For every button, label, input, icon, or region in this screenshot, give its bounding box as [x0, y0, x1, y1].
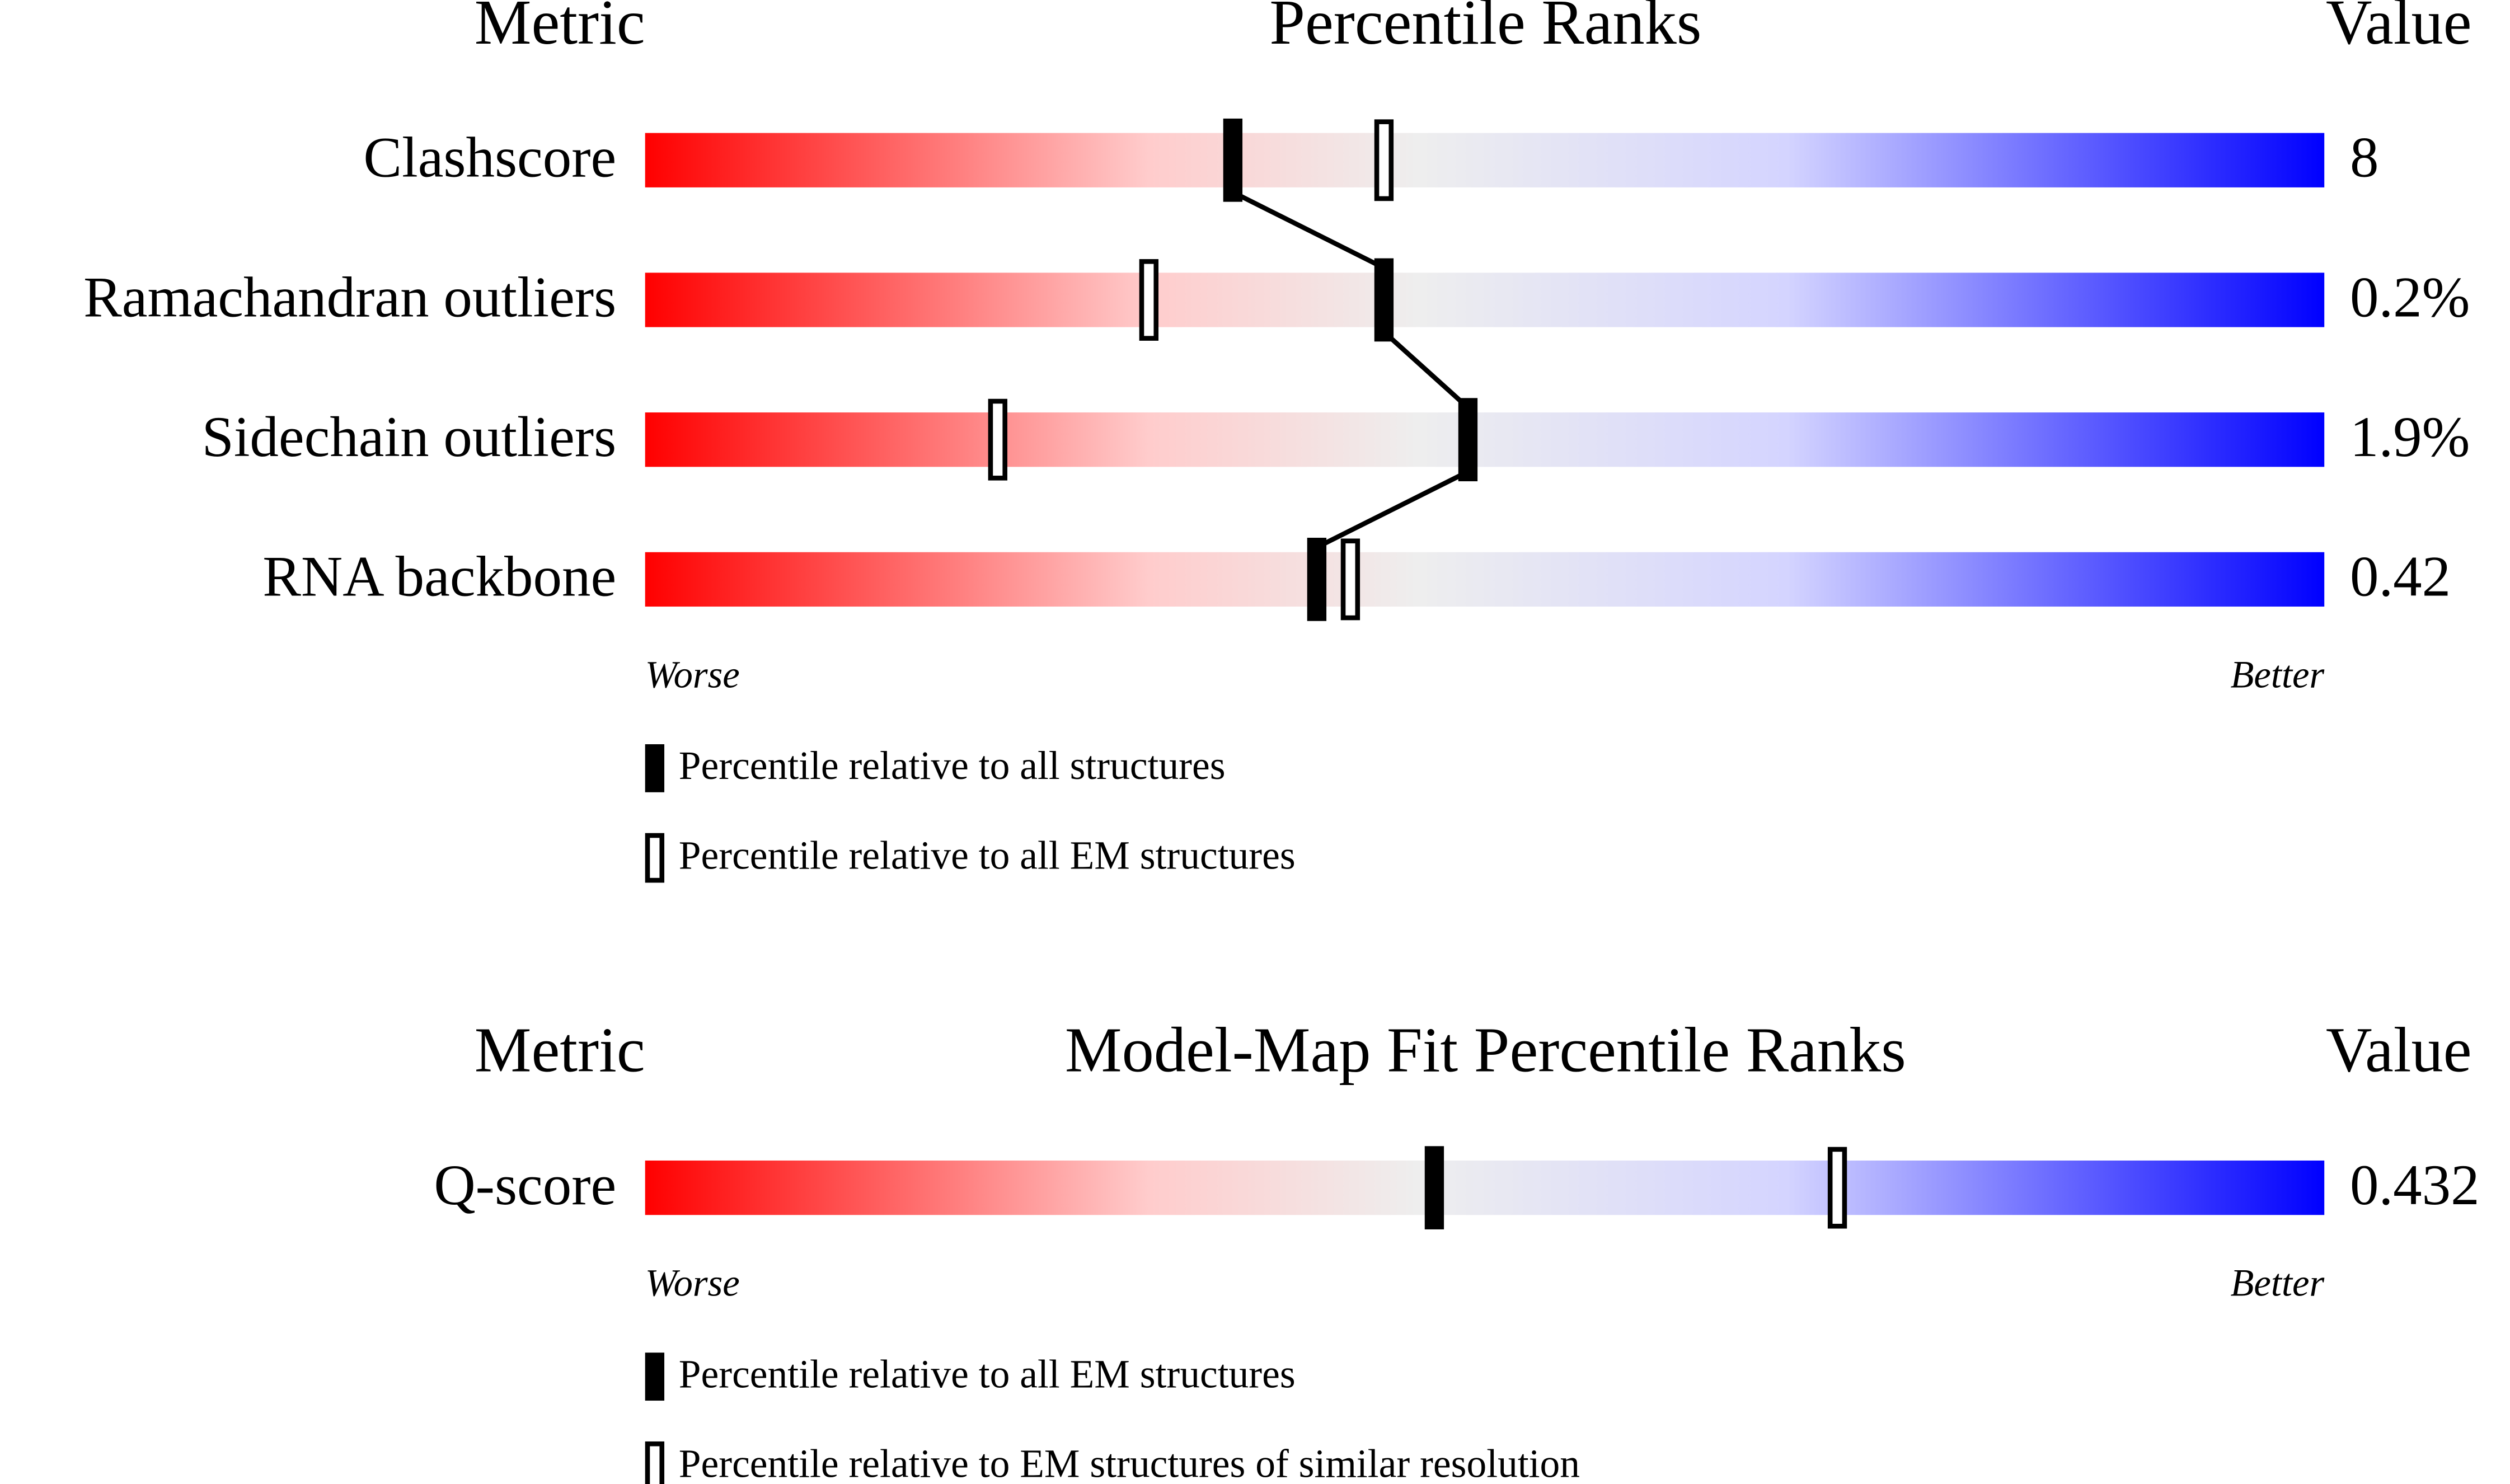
header-ranks: Percentile Ranks	[1269, 0, 1701, 58]
marker-filled	[1458, 398, 1478, 482]
slider-bar	[645, 133, 2325, 187]
metric-label: RNA backbone	[262, 545, 616, 609]
metric-value: 0.2%	[2350, 265, 2470, 329]
metric-value: 1.9%	[2350, 405, 2470, 469]
metric-value: 0.432	[2350, 1153, 2480, 1217]
marker-filled	[1307, 538, 1327, 621]
metric-label: Ramachandran outliers	[83, 265, 616, 329]
slider-bar	[645, 412, 2325, 467]
axis-high: Better	[2231, 1262, 2325, 1304]
marker-open	[1340, 538, 1360, 621]
legend-label: Percentile relative to all EM structures	[679, 833, 1296, 877]
metric-label: Clashscore	[363, 126, 616, 190]
legend-swatch	[645, 744, 665, 792]
legend-label: Percentile relative to all EM structures	[679, 1352, 1296, 1396]
marker-filled	[1374, 258, 1394, 342]
legend-swatch	[645, 833, 665, 883]
slider-bar	[645, 552, 2325, 607]
axis-low: Worse	[645, 1262, 740, 1304]
header-metric: Metric	[475, 1014, 645, 1085]
connector	[1231, 190, 1385, 270]
metric-value: 0.42	[2350, 545, 2451, 609]
header-value: Value	[2326, 0, 2472, 58]
metric-label: Sidechain outliers	[202, 405, 617, 469]
axis-low: Worse	[645, 653, 740, 696]
slider-bar	[645, 273, 2325, 327]
header-ranks: Model-Map Fit Percentile Ranks	[1065, 1014, 1906, 1085]
slider-bar	[645, 1160, 2325, 1215]
marker-filled	[1424, 1146, 1444, 1229]
connector	[1382, 330, 1470, 410]
legend-label: Percentile relative to EM structures of …	[679, 1442, 1580, 1484]
legend-label: Percentile relative to all structures	[679, 744, 1226, 788]
metric-label: Q-score	[434, 1153, 616, 1217]
marker-open	[1827, 1147, 1847, 1229]
axis-high: Better	[2231, 653, 2325, 696]
metric-value: 8	[2350, 126, 2378, 190]
marker-open	[1139, 259, 1159, 341]
header-value: Value	[2326, 1014, 2472, 1085]
header-metric: Metric	[475, 0, 645, 58]
marker-filled	[1223, 118, 1243, 202]
legend-swatch	[645, 1441, 665, 1484]
connector	[1315, 469, 1469, 550]
marker-open	[1374, 119, 1394, 201]
legend-swatch	[645, 1352, 665, 1401]
marker-open	[988, 398, 1007, 481]
